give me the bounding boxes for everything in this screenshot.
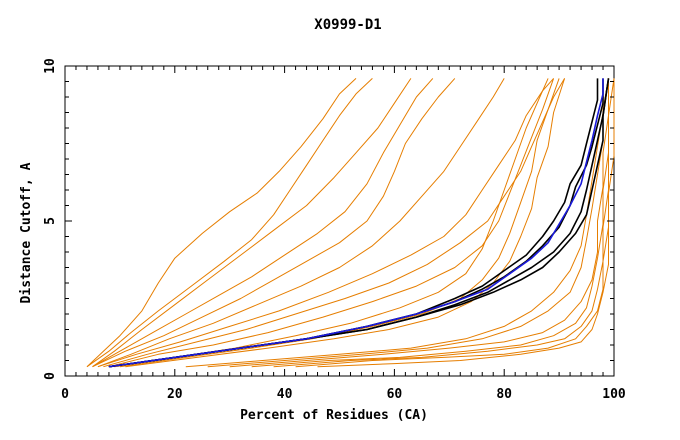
series-line-orange-6 (97, 78, 554, 368)
series-line-orange-4 (92, 78, 456, 368)
series-line-orange-11 (125, 78, 566, 368)
y-axis-label: Distance Cutoff, A (19, 162, 34, 303)
ticks-layer: 0 20 40 60 80 100 0 5 10 (43, 58, 626, 402)
series-line-orange-14 (229, 78, 609, 368)
series-line-blue-23 (108, 78, 604, 368)
plot-frame (64, 65, 615, 377)
series-line-orange-8 (108, 78, 555, 368)
series-line-orange-15 (251, 78, 609, 368)
series-line-orange-3 (92, 78, 434, 368)
series-line-orange-9 (114, 78, 549, 368)
series-line-orange-18 (317, 78, 615, 368)
series-line-orange-2 (92, 78, 412, 368)
x-tick-label: 100 (602, 387, 626, 402)
series-layer (86, 78, 615, 368)
chart-title: X0999-D1 (314, 17, 381, 33)
x-tick-label: 0 (61, 387, 69, 402)
series-line-black-19 (108, 78, 599, 368)
series-line-orange-10 (119, 78, 560, 368)
x-tick-label: 60 (387, 387, 403, 402)
series-line-black-22 (108, 78, 610, 368)
series-line-orange-12 (185, 78, 609, 368)
series-line-orange-1 (86, 78, 373, 368)
x-tick-label: 40 (277, 387, 293, 402)
x-tick-label: 80 (496, 387, 512, 402)
series-line-orange-0 (86, 78, 357, 368)
y-tick-label: 5 (43, 217, 58, 225)
x-axis-label: Percent of Residues (CA) (240, 408, 428, 423)
series-line-orange-13 (207, 78, 609, 368)
series-line-black-21 (108, 78, 610, 368)
y-tick-label: 10 (43, 58, 58, 74)
series-line-orange-5 (97, 78, 505, 368)
x-tick-label: 20 (167, 387, 183, 402)
series-line-orange-17 (295, 78, 615, 368)
y-tick-label: 0 (43, 372, 58, 380)
series-line-orange-7 (103, 78, 566, 368)
